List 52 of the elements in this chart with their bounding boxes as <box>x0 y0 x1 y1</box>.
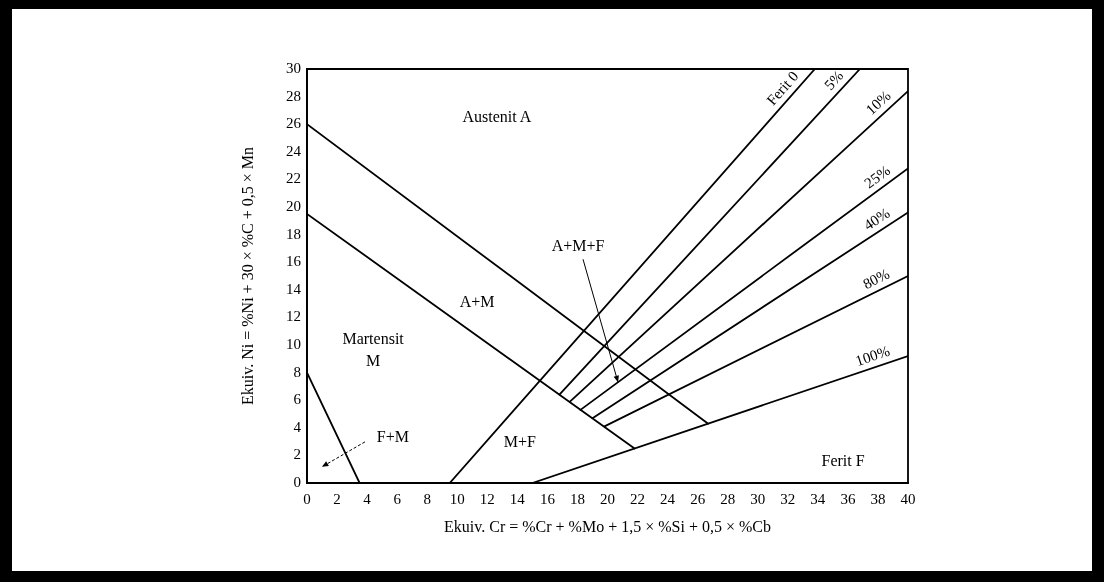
y-tick-label: 24 <box>286 142 302 159</box>
annotation: A+M <box>459 293 495 311</box>
x-tick-label: 14 <box>509 490 526 507</box>
y-tick-label: 2 <box>293 446 301 463</box>
y-tick-label: 4 <box>293 418 302 435</box>
x-tick-label: 20 <box>600 490 615 507</box>
x-tick-label: 34 <box>810 490 826 507</box>
text: 5% <box>821 67 847 94</box>
text: Ferit 0 <box>763 68 802 109</box>
y-tick-label: 0 <box>293 473 301 490</box>
annotation: Austenit A <box>462 108 532 126</box>
y-axis-title: Ekuiv. Ni = %Ni + 30 × %C + 0,5 × Mn <box>238 147 256 405</box>
y-tick-label: 22 <box>286 170 301 187</box>
y-tick-label: 12 <box>286 308 301 325</box>
x-tick-label: 30 <box>750 490 766 507</box>
x-tick-label: 40 <box>900 490 916 507</box>
x-tick-label: 6 <box>393 490 402 507</box>
x-tick-label: 12 <box>479 490 495 507</box>
text: 25% <box>861 162 894 192</box>
text: 10% <box>862 87 894 118</box>
y-tick-label: 30 <box>286 59 301 76</box>
x-tick-label: 32 <box>780 490 796 507</box>
x-tick-label: 2 <box>333 490 341 507</box>
x-tick-label: 24 <box>660 490 676 507</box>
y-tick-label: 6 <box>293 391 302 408</box>
y-tick-label: 16 <box>286 253 302 270</box>
x-tick-label: 10 <box>449 490 465 507</box>
y-tick-label: 28 <box>286 87 301 104</box>
x-tick-label: 38 <box>870 490 886 507</box>
annotation: F+M <box>376 428 410 446</box>
x-tick-label: 16 <box>539 490 556 507</box>
annotation: A+M+F <box>551 237 605 255</box>
x-tick-label: 4 <box>363 490 372 507</box>
y-tick-label: 8 <box>293 363 301 380</box>
y-tick-label: 20 <box>286 197 301 214</box>
y-tick-label: 14 <box>286 280 302 297</box>
x-tick-label: 36 <box>840 490 856 507</box>
annotation: M+F <box>503 433 536 451</box>
text: 80% <box>860 265 893 293</box>
y-tick-label: 26 <box>286 115 302 132</box>
x-tick-label: 8 <box>423 490 431 507</box>
x-tick-label: 22 <box>630 490 646 507</box>
y-tick-label: 10 <box>286 335 301 352</box>
x-axis-title: Ekuiv. Cr = %Cr + %Mo + 1,5 × %Si + 0,5 × %Cb <box>444 517 771 535</box>
y-tick-label: 18 <box>286 225 301 242</box>
text: 100% <box>853 342 892 369</box>
annotation: Martensit M <box>342 329 405 369</box>
x-tick-label: 28 <box>720 490 736 507</box>
annotation: Ferit F <box>821 452 865 470</box>
x-tick-label: 18 <box>569 490 585 507</box>
text: 40% <box>860 204 893 234</box>
x-tick-label: 26 <box>690 490 706 507</box>
